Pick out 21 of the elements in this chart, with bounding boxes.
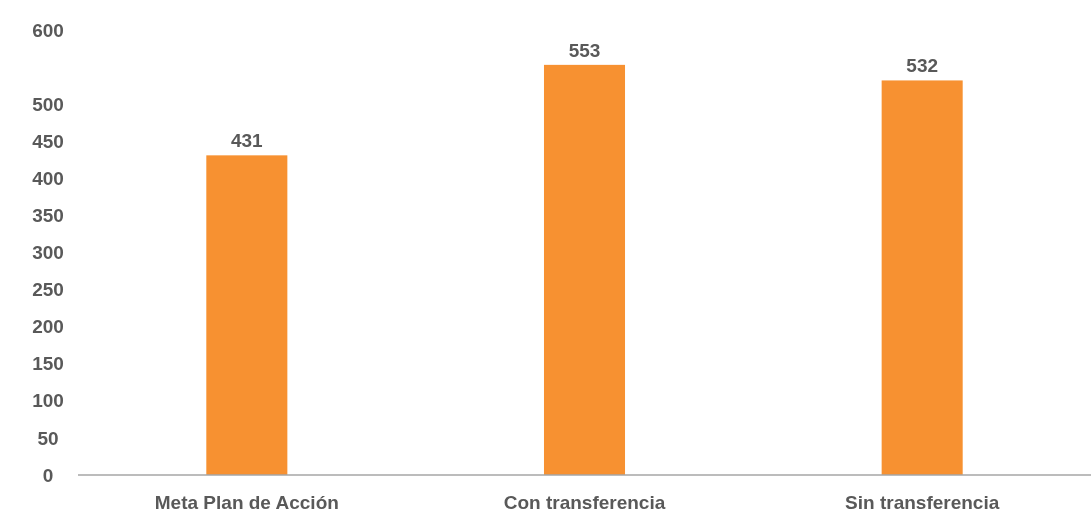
y-tick-label: 600 xyxy=(32,19,64,41)
bar xyxy=(543,64,626,475)
bar xyxy=(881,80,963,475)
y-tick-label: 450 xyxy=(32,130,64,152)
data-label: 532 xyxy=(906,55,939,77)
x-tick-label: Meta Plan de Acción xyxy=(154,492,339,513)
x-tick-label: Con transferencia xyxy=(503,492,666,513)
y-tick-label: 300 xyxy=(32,242,64,264)
y-tick-label: 200 xyxy=(32,316,64,338)
y-tick-label: 500 xyxy=(32,93,64,115)
data-label: 431 xyxy=(230,130,264,152)
bar xyxy=(206,155,288,475)
y-tick-label: 250 xyxy=(32,279,64,301)
y-tick-label: 0 xyxy=(42,464,54,486)
data-label: 553 xyxy=(568,39,601,61)
y-tick-label: 100 xyxy=(32,390,64,412)
y-tick-label: 50 xyxy=(37,427,59,449)
y-tick-label: 400 xyxy=(32,167,64,189)
y-tick-label: 350 xyxy=(32,205,64,227)
x-tick-label: Sin transferencia xyxy=(845,492,1000,513)
y-tick-label: 150 xyxy=(32,353,64,375)
